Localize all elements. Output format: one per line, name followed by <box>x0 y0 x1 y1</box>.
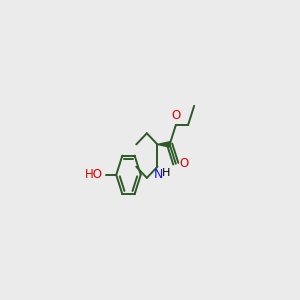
Text: H: H <box>161 168 170 178</box>
Text: O: O <box>171 109 180 122</box>
Text: O: O <box>179 157 189 170</box>
Text: N: N <box>154 168 164 181</box>
Text: HO: HO <box>85 168 103 182</box>
Polygon shape <box>158 142 170 147</box>
